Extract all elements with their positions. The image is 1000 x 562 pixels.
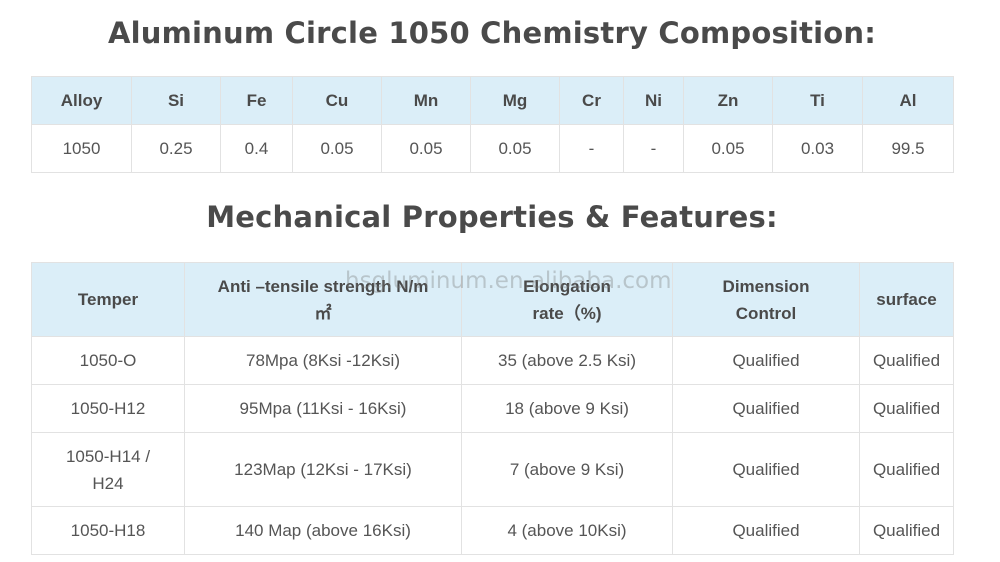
header-cu: Cu xyxy=(292,76,382,125)
cell-ti: 0.03 xyxy=(772,124,863,173)
header-elongation-line1: Elongation xyxy=(523,276,611,296)
cell-surface: Qualified xyxy=(859,506,954,555)
header-ti: Ti xyxy=(772,76,863,125)
header-dimension: Dimension Control xyxy=(672,262,860,337)
cell-si: 0.25 xyxy=(131,124,221,173)
cell-temper-line2: H24 xyxy=(92,473,124,493)
cell-tensile: 95Mpa (11Ksi - 16Ksi) xyxy=(184,384,462,433)
cell-surface: Qualified xyxy=(859,432,954,507)
header-al: Al xyxy=(862,76,954,125)
cell-elongation: 7 (above 9 Ksi) xyxy=(461,432,673,507)
chemistry-title: Aluminum Circle 1050 Chemistry Compositi… xyxy=(107,16,877,50)
chemistry-table: Alloy Si Fe Cu Mn Mg Cr Ni Zn Ti Al 1050… xyxy=(31,76,954,173)
cell-cr: - xyxy=(559,124,624,173)
cell-temper: 1050-O xyxy=(31,336,185,385)
table-row: 1050-O 78Mpa (8Ksi -12Ksi) 35 (above 2.5… xyxy=(31,336,954,385)
header-mg: Mg xyxy=(470,76,560,125)
cell-tensile: 78Mpa (8Ksi -12Ksi) xyxy=(184,336,462,385)
chemistry-header-row: Alloy Si Fe Cu Mn Mg Cr Ni Zn Ti Al xyxy=(31,76,954,125)
cell-temper: 1050-H14 / H24 xyxy=(31,432,185,507)
mechanical-header-row: Temper Anti –tensile strength N/m ㎡ Elon… xyxy=(31,262,954,337)
cell-temper: 1050-H18 xyxy=(31,506,185,555)
cell-ni: - xyxy=(623,124,684,173)
cell-dimension: Qualified xyxy=(672,432,860,507)
cell-tensile: 140 Map (above 16Ksi) xyxy=(184,506,462,555)
cell-dimension: Qualified xyxy=(672,336,860,385)
header-cr: Cr xyxy=(559,76,624,125)
cell-surface: Qualified xyxy=(859,336,954,385)
header-dimension-line1: Dimension xyxy=(722,276,810,296)
header-temper: Temper xyxy=(31,262,185,337)
cell-alloy: 1050 xyxy=(31,124,132,173)
cell-mg: 0.05 xyxy=(470,124,560,173)
header-tensile-line2: ㎡ xyxy=(314,303,332,323)
header-mn: Mn xyxy=(381,76,471,125)
table-row: 1050-H12 95Mpa (11Ksi - 16Ksi) 18 (above… xyxy=(31,384,954,433)
cell-temper: 1050-H12 xyxy=(31,384,185,433)
header-zn: Zn xyxy=(683,76,773,125)
table-row: 1050 0.25 0.4 0.05 0.05 0.05 - - 0.05 0.… xyxy=(31,124,954,173)
cell-temper-line1: 1050-H14 / xyxy=(65,446,151,466)
cell-cu: 0.05 xyxy=(292,124,382,173)
table-row: 1050-H14 / H24 123Map (12Ksi - 17Ksi) 7 … xyxy=(31,432,954,507)
cell-elongation: 35 (above 2.5 Ksi) xyxy=(461,336,673,385)
header-tensile-line1: Anti –tensile strength N/m xyxy=(217,276,429,296)
mechanical-title: Mechanical Properties & Features: xyxy=(206,200,778,234)
cell-zn: 0.05 xyxy=(683,124,773,173)
cell-mn: 0.05 xyxy=(381,124,471,173)
header-elongation: Elongation rate（%) xyxy=(461,262,673,337)
header-fe: Fe xyxy=(220,76,293,125)
cell-al: 99.5 xyxy=(862,124,954,173)
cell-dimension: Qualified xyxy=(672,506,860,555)
cell-elongation: 18 (above 9 Ksi) xyxy=(461,384,673,433)
header-dimension-line2: Control xyxy=(735,303,797,323)
cell-elongation: 4 (above 10Ksi) xyxy=(461,506,673,555)
header-ni: Ni xyxy=(623,76,684,125)
header-si: Si xyxy=(131,76,221,125)
cell-dimension: Qualified xyxy=(672,384,860,433)
cell-surface: Qualified xyxy=(859,384,954,433)
header-alloy: Alloy xyxy=(31,76,132,125)
header-tensile: Anti –tensile strength N/m ㎡ xyxy=(184,262,462,337)
table-row: 1050-H18 140 Map (above 16Ksi) 4 (above … xyxy=(31,506,954,555)
header-elongation-line2: rate（%) xyxy=(532,303,602,323)
cell-fe: 0.4 xyxy=(220,124,293,173)
header-surface: surface xyxy=(859,262,954,337)
cell-tensile: 123Map (12Ksi - 17Ksi) xyxy=(184,432,462,507)
mechanical-table: Temper Anti –tensile strength N/m ㎡ Elon… xyxy=(31,262,954,555)
